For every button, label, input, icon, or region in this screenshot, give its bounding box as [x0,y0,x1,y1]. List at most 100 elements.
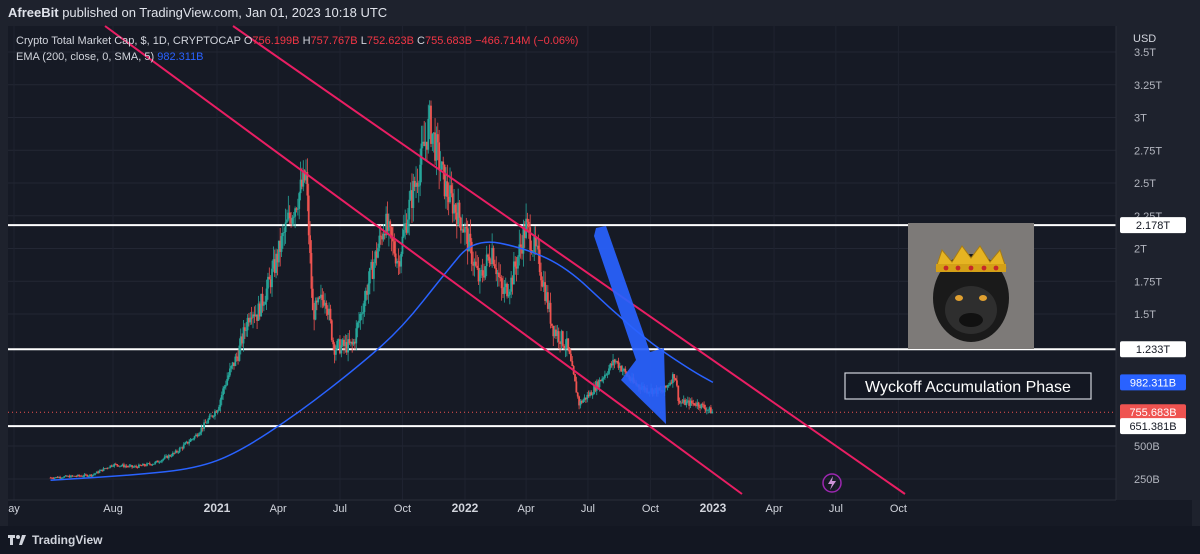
candle [686,396,689,404]
channel-line[interactable] [104,25,743,495]
price-axis[interactable]: USD3.5T3.25T3T2.75T2.5T2.25T2T1.75T1.5T5… [1115,26,1192,500]
candle-body [674,378,677,381]
candle-body [533,236,536,252]
candle [340,339,343,358]
candle-body [682,399,685,403]
wyckoff-annotation[interactable]: Wyckoff Accumulation Phase [844,372,1092,400]
candle [512,251,515,285]
candle-body [159,461,162,463]
candle-body [680,402,682,404]
candle-body [129,465,132,467]
candle [703,401,705,409]
candle [65,475,68,477]
candle-body [555,329,557,337]
candle [264,295,267,305]
annotation-box [844,372,1092,400]
ema-label[interactable]: EMA (200, close, 0, SMA, 5) [16,51,155,63]
candle [489,258,492,266]
candle [608,364,610,376]
candle-body [223,386,226,389]
candle [139,464,142,466]
candle-body [51,477,53,479]
candle-body [529,227,532,250]
candle [220,391,223,406]
crown-icon [935,245,1007,269]
candle [704,404,707,413]
candle-body [260,293,263,317]
candle [705,406,708,415]
candle [87,475,90,478]
candle-body [383,233,386,236]
candle [215,409,218,413]
candle-body [438,142,441,170]
candle [545,284,548,303]
candle [223,384,226,394]
candle-body [320,294,322,298]
crown-gem [955,265,961,271]
candle-body [148,463,151,465]
candle [284,208,287,244]
candle-body [321,294,324,301]
candle [117,465,120,467]
candle [261,286,264,313]
candle-body [436,134,439,143]
candle [245,322,248,337]
candle [177,450,180,455]
candle [190,438,193,441]
price-label-text: 2.178T [1136,220,1171,232]
candle-body [446,181,449,197]
lightning-icon[interactable] [822,473,842,493]
candle [325,300,328,316]
time-axis[interactable]: ay Aug 2021 Apr Jul Oct 2022 Apr Jul Oct 2023 Apr Ju… [8,499,1116,515]
candle-body [493,264,496,269]
candle [416,168,419,194]
candle-body [80,475,83,477]
brand-name[interactable]: TradingView [32,533,103,547]
candle [462,226,465,233]
candle [205,420,208,424]
candle-body [549,302,552,324]
candle [169,454,172,457]
candle [700,403,703,410]
price-label-last[interactable]: 755.683B [1120,404,1186,421]
candle [314,297,317,321]
horizontal-levels[interactable] [8,224,1116,428]
candle-body [465,226,468,229]
symbol-name[interactable]: Crypto Total Market Cap, $, 1D, CRYPTOCA… [16,35,241,47]
channel-line[interactable] [232,25,906,495]
candle-body [479,270,481,282]
candle-body [430,105,432,144]
candle-body [510,277,513,292]
descending-channel[interactable] [104,25,906,495]
candle-body [385,213,388,236]
candle-body [598,379,601,388]
publisher-name[interactable]: AfreeBit [8,5,59,20]
price-label-level[interactable]: 651.381B [1120,418,1186,435]
candle-body [124,466,127,467]
price-label-level[interactable]: 2.178T [1120,217,1186,234]
candle [97,470,100,474]
time-tick-label: Apr [766,503,783,515]
candle [711,409,714,414]
candle [151,463,154,467]
candle-body [301,179,303,187]
candle [359,311,362,330]
candle-body [704,407,707,411]
candle-body [396,261,398,264]
candle-body [295,208,298,210]
candle [477,257,480,286]
candle [227,372,230,381]
candle-body [59,477,61,479]
candle [105,467,108,470]
candle-body [400,253,403,267]
candle-body [552,325,555,337]
candle-body [61,477,64,479]
down-arrow-shape[interactable] [594,226,666,424]
candle [287,195,290,222]
price-label-ema[interactable]: 982.311B [1120,374,1186,391]
down-arrow[interactable]: Wyckoff Accumulation Phase [594,226,1092,493]
price-label-level[interactable]: 1.233T [1120,341,1186,358]
candle [216,409,219,415]
candle-body [116,464,119,466]
